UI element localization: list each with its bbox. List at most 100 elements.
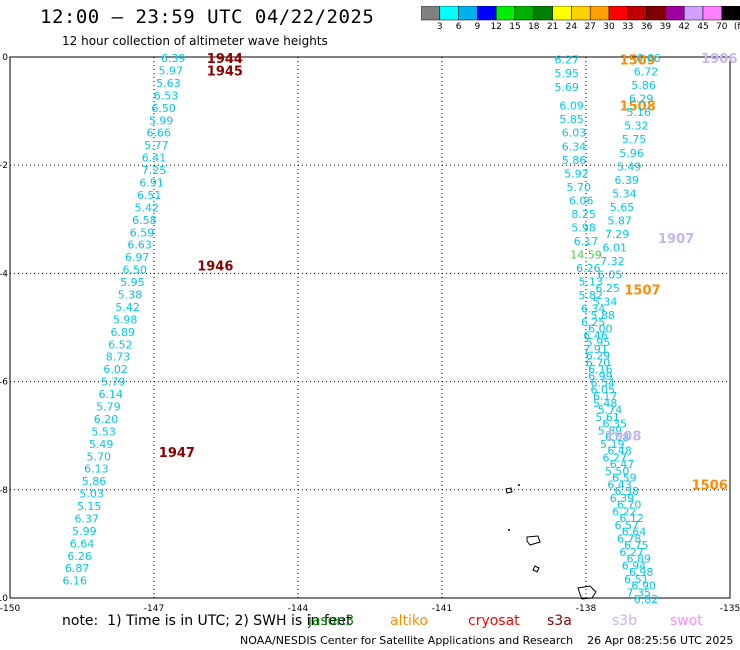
island-dot [518,484,520,486]
colorbar-label: 30 [603,22,615,32]
wave-height-point: 5.16 [627,106,652,119]
pass-time-label: 1946 [197,259,233,274]
colorbar-label: 42 [678,22,690,32]
wave-height-point: 7.91 [583,343,608,356]
wave-height-point: 5.03 [79,488,104,501]
wave-height-point: 6.27 [603,451,628,464]
wave-height-point: 5.34 [593,296,618,309]
wave-height-point: 6.29 [586,350,611,363]
wave-height-point: 5.86 [562,154,587,167]
wave-height-point: 5.82 [579,289,604,302]
pass-time-label: 1907 [658,232,694,247]
wave-height-point: 5.50 [605,465,630,478]
wave-height-point: 6.25 [595,282,620,295]
wave-height-point: 6.59 [130,226,155,239]
colorbar-label: 24 [565,22,578,32]
wave-height-point: 6.41 [142,152,167,165]
wave-height-point: 6.57 [615,519,640,532]
wave-height-point: 6.27 [555,54,580,67]
wave-height-point: 6.00 [588,323,613,336]
wave-height-point: 6.13 [84,463,109,476]
wave-height-point: 6.98 [629,566,654,579]
wave-height-point: 5.70 [567,181,592,194]
wave-height-point: 6.16 [588,363,613,376]
wave-height-point: 6.50 [151,102,176,115]
wave-height-point: 6.43 [607,478,632,491]
wave-height-point: 6.26 [67,550,92,563]
pass-time-label: 1509 [620,54,656,69]
wave-height-point: 5.75 [622,133,647,146]
y-tick-label: -8 [0,486,8,496]
colorbar-swatch [721,6,740,21]
wave-height-point: 6.63 [127,239,152,252]
wave-height-point: 6.34 [562,140,587,153]
wave-height-point: 6.99 [588,370,613,383]
colorbar-label: 39 [659,22,672,32]
wave-height-point: 6.82 [634,593,659,606]
wave-height-point: 6.02 [103,363,128,376]
wave-height-point: 6.27 [619,546,644,559]
wave-height-point: 5.86 [631,79,656,92]
wave-height-point: 6.91 [139,177,164,190]
y-tick-label: -10 [0,594,8,604]
wave-height-point: 5.98 [571,221,596,234]
wave-height-point: 6.05 [598,268,623,281]
chart-subtitle: 12 hour collection of altimeter wave hei… [62,34,328,48]
wave-height-point: 5.13 [579,276,604,289]
wave-height-point: 6.46 [583,330,608,343]
legend-altiko: altiko [390,613,429,629]
wave-height-point: 6.12 [619,512,644,525]
wave-height-point: 5.65 [610,201,635,214]
colorbar-label: 27 [584,22,596,32]
wave-height-point: 6.58 [132,214,157,227]
wave-height-point: 6.50 [123,264,148,277]
wave-height-point: 6.94 [622,560,647,573]
wave-height-point: 6.22 [612,505,637,518]
wave-height-point: 14.59 [570,248,602,261]
wave-height-point: 6.87 [65,562,90,575]
pass-time-label: 1908 [605,430,641,445]
pass-time-label: 1945 [207,65,243,80]
wave-height-point: 5.79 [96,400,121,413]
wave-height-point: 5.32 [624,120,649,133]
colorbar-label: 12 [490,22,502,32]
x-tick-label: -144 [288,604,309,614]
wave-height-point: 6.34 [581,303,606,316]
colorbar-label: 21 [546,22,559,32]
wave-height-point: 6.78 [617,532,642,545]
wave-height-point: 6.51 [137,189,162,202]
wave-height-point: 6.05 [591,384,616,397]
wave-height-point: 6.89 [111,326,136,339]
legend-s3a: s3a [547,613,572,629]
x-tick-label: -135 [720,604,740,614]
wave-height-point: 5.77 [144,139,169,152]
colorbar-label: 45 [697,22,709,32]
wave-height-point: 5.92 [564,167,589,180]
wave-height-point: 6.06 [569,194,594,207]
wave-height-point: 6.52 [108,338,133,351]
wave-height-point: 6.90 [631,580,656,593]
colorbar-label: 36 [640,22,653,32]
wave-height-point: 6.35 [603,417,628,430]
y-tick-label: -4 [0,269,8,279]
x-tick-label: -150 [0,604,20,614]
wave-height-point: 8.73 [106,351,131,364]
wave-height-point: 6.64 [622,525,647,538]
wave-height-point: 5.88 [591,309,616,322]
wave-height-point: 5.85 [559,113,584,126]
wave-height-point: 6.09 [559,100,584,113]
x-tick-label: -141 [432,604,452,614]
wave-height-point: 6.14 [99,388,124,401]
legend-s3b: s3b [612,613,638,629]
wave-height-point: 7.29 [605,228,630,241]
island-outline [577,585,597,600]
pass-time-label: 1507 [624,284,660,299]
wave-height-point: 5.15 [77,500,102,513]
pass-time-label: 1906 [701,52,737,67]
colorbar-label: 3 [436,22,443,32]
wave-height-point: 6.97 [125,251,150,264]
x-tick-label: -138 [576,604,597,614]
wave-height-point: 6.25 [581,316,606,329]
wave-height-point: 6.53 [154,89,179,102]
